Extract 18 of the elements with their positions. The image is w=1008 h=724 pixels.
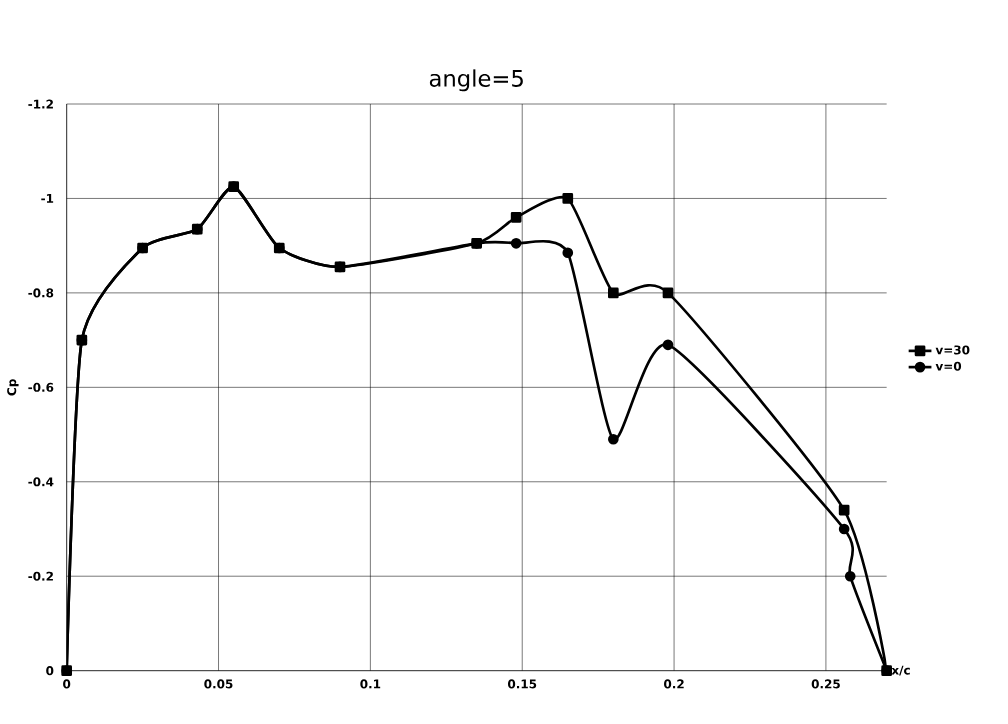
x-tick-label: 0.1: [360, 679, 381, 689]
y-tick-label: -1: [41, 194, 54, 203]
y-tick-label: 0: [46, 666, 54, 676]
x-tick-label: 0.15: [507, 679, 537, 689]
y-tick-label: -0.4: [28, 477, 54, 487]
x-tick-label: 0: [63, 679, 71, 689]
y-tick-label: -1.2: [28, 99, 53, 109]
legend-label: v=0: [935, 361, 962, 371]
x-tick-label: 0.25: [811, 679, 840, 689]
y-tick-label: -0.8: [28, 288, 54, 298]
legend-label: v=30: [935, 345, 970, 355]
y-axis-title: Cp: [7, 379, 19, 396]
y-tick-label: -0.2: [28, 571, 53, 581]
x-tick-label: 0.2: [664, 679, 684, 689]
y-tick-label: -0.6: [28, 382, 54, 392]
x-axis-title: x/c: [891, 665, 910, 676]
x-tick-label: 0.05: [204, 679, 233, 689]
chart-title: angle=5: [429, 69, 523, 92]
